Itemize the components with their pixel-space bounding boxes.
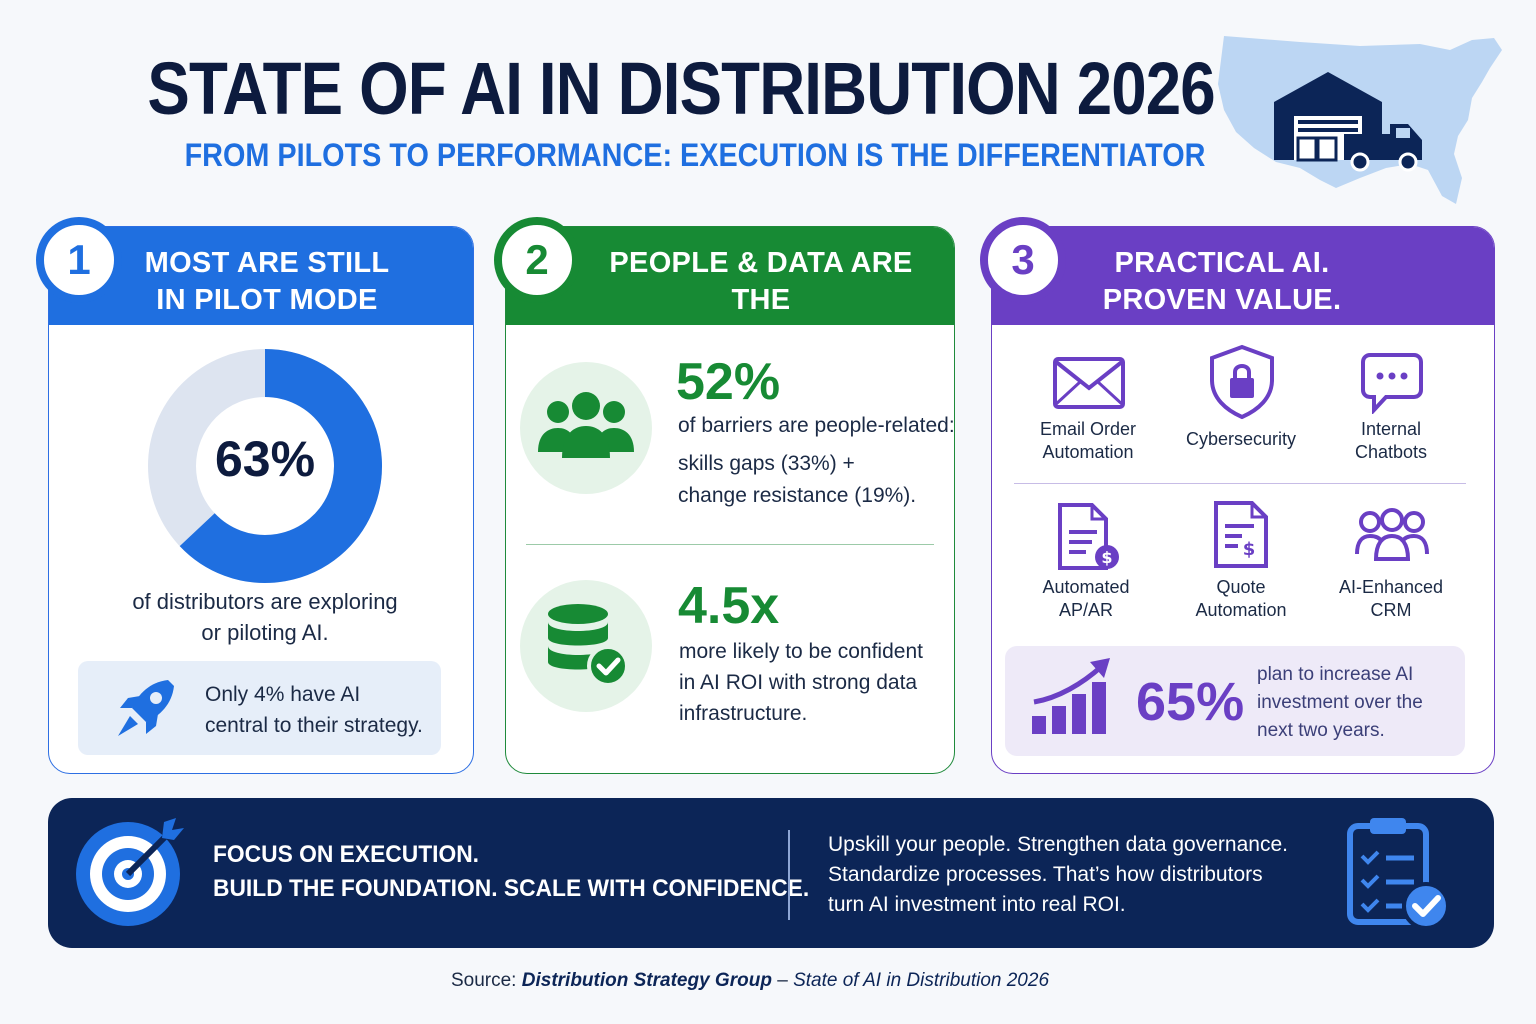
- stat-line: investment over the: [1257, 692, 1423, 713]
- data-confidence-text: more likely to be confident in AI ROI wi…: [679, 636, 949, 729]
- svg-text:$: $: [1243, 539, 1256, 560]
- execution-banner: [48, 798, 1494, 948]
- use-case-line: Internal: [1360, 419, 1422, 439]
- invoice-dollar-icon: $: [1058, 503, 1119, 570]
- card-header: PRACTICAL AI. PROVEN VALUE.: [992, 227, 1494, 325]
- use-case-ap-ar: Automated AP/AR: [1016, 576, 1156, 622]
- people-group-icon: [538, 392, 634, 458]
- donut-chart: [148, 349, 382, 583]
- truck-icon: [1344, 124, 1422, 172]
- use-case-line: Email Order: [1039, 419, 1137, 439]
- use-case-quote-automation: Quote Automation: [1171, 576, 1311, 622]
- use-case-email-order: Email Order Automation: [1018, 418, 1158, 464]
- text-line: turn AI investment into real ROI.: [828, 893, 1126, 916]
- source-prefix: Source:: [450, 970, 522, 991]
- card-heading-line1: PEOPLE & DATA ARE THE: [609, 247, 913, 316]
- use-case-line: CRM: [1370, 600, 1412, 620]
- stat-line: skills gaps (33%) +: [678, 452, 855, 475]
- note-line: Only 4% have AI: [205, 683, 361, 706]
- crm-people-icon: [1355, 508, 1429, 561]
- strategy-note-text: Only 4% have AI central to their strateg…: [205, 679, 440, 741]
- footer-divider: [788, 830, 790, 920]
- card-bottlenecks: PEOPLE & DATA ARE THE REAL BOTTLENECKS: [505, 226, 955, 774]
- heading-line: BUILD THE FOUNDATION. SCALE WITH CONFIDE…: [213, 875, 810, 902]
- page-title: STATE OF AI IN DISTRIBUTION 2026: [147, 47, 1215, 130]
- card-number-badge: 1: [36, 217, 122, 303]
- card-number-badge: 3: [980, 217, 1066, 303]
- desc-line: of distributors are exploring: [132, 589, 398, 614]
- growth-chart-icon: [1032, 658, 1110, 734]
- card-header: PEOPLE & DATA ARE THE REAL BOTTLENECKS: [506, 227, 954, 353]
- use-case-line: Automation: [1042, 442, 1134, 462]
- data-confidence-stat: 4.5x: [678, 577, 780, 635]
- heading-line: FOCUS ON EXECUTION.: [213, 841, 480, 868]
- target-icon: [76, 818, 184, 926]
- card-header: MOST ARE STILL IN PILOT MODE: [49, 227, 473, 325]
- stat-line: next two years.: [1257, 720, 1385, 741]
- people-barrier-stat: 52%: [676, 353, 781, 411]
- quote-document-icon: $: [1214, 501, 1268, 568]
- card-heading-line2: PROVEN VALUE.: [1102, 284, 1342, 316]
- use-case-line: Quote: [1216, 577, 1266, 597]
- donut-value-arc: [179, 349, 382, 583]
- people-barrier-text: of barriers are people-related: skills g…: [678, 410, 958, 512]
- card-heading-line2: REAL BOTTLENECKS: [606, 321, 916, 353]
- database-check-icon: [548, 604, 629, 687]
- use-case-chatbots: Internal Chatbots: [1321, 418, 1461, 464]
- note-line: central to their strategy.: [205, 714, 423, 737]
- use-case-line: Automation: [1195, 600, 1287, 620]
- use-case-line: Chatbots: [1354, 442, 1428, 462]
- use-case-line: AP/AR: [1058, 600, 1114, 620]
- stat-line: infrastructure.: [679, 702, 808, 725]
- chat-bubble-icon: [1361, 353, 1423, 414]
- shield-lock-icon: [1210, 344, 1274, 420]
- envelope-icon: [1053, 357, 1125, 409]
- stat-line: in AI ROI with strong data: [679, 671, 918, 694]
- card-number-badge: 2: [494, 217, 580, 303]
- use-case-cybersecurity: Cybersecurity: [1171, 428, 1311, 451]
- rocket-icon: [118, 680, 174, 736]
- donut-percentage: 63%: [214, 431, 316, 487]
- execution-heading: FOCUS ON EXECUTION. BUILD THE FOUNDATION…: [213, 838, 809, 906]
- card2-divider: [526, 544, 934, 545]
- stat-line: change resistance (19%).: [678, 484, 917, 507]
- stat-line: more likely to be confident: [679, 640, 923, 663]
- stat-line: plan to increase AI: [1257, 664, 1414, 685]
- use-case-line: Cybersecurity: [1185, 429, 1297, 449]
- clipboard-check-icon: [1347, 818, 1450, 930]
- card-heading-line2: IN PILOT MODE: [156, 284, 378, 316]
- source-organization: Distribution Strategy Group: [521, 970, 772, 991]
- investment-stat-text: plan to increase AI investment over the …: [1257, 661, 1457, 745]
- text-line: Upskill your people. Strengthen data gov…: [828, 833, 1288, 856]
- stat-line: of barriers are people-related:: [678, 414, 955, 437]
- execution-text: Upskill your people. Strengthen data gov…: [828, 830, 1298, 920]
- desc-line: or piloting AI.: [201, 620, 329, 645]
- source-report: State of AI in Distribution 2026: [793, 970, 1050, 991]
- use-case-line: AI-Enhanced: [1338, 577, 1444, 597]
- card-heading-line1: PRACTICAL AI.: [1114, 247, 1330, 279]
- card3-divider: [1014, 483, 1466, 484]
- use-case-crm: AI-Enhanced CRM: [1321, 576, 1461, 622]
- card1-description: of distributors are exploring or pilotin…: [60, 586, 470, 648]
- card-heading-line1: MOST ARE STILL: [144, 247, 390, 279]
- source-separator: –: [771, 970, 794, 991]
- database-icon-circle: [520, 580, 652, 712]
- text-line: Standardize processes. That’s how distri…: [828, 863, 1263, 886]
- svg-text:$: $: [1101, 548, 1112, 567]
- source-citation: Source: Distribution Strategy Group – St…: [0, 970, 1500, 992]
- us-map-warehouse-icon: [1218, 36, 1502, 204]
- investment-stat-value: 65%: [1136, 672, 1245, 732]
- use-case-line: Automated: [1042, 577, 1130, 597]
- page-subtitle: FROM PILOTS TO PERFORMANCE: EXECUTION IS…: [184, 137, 1206, 173]
